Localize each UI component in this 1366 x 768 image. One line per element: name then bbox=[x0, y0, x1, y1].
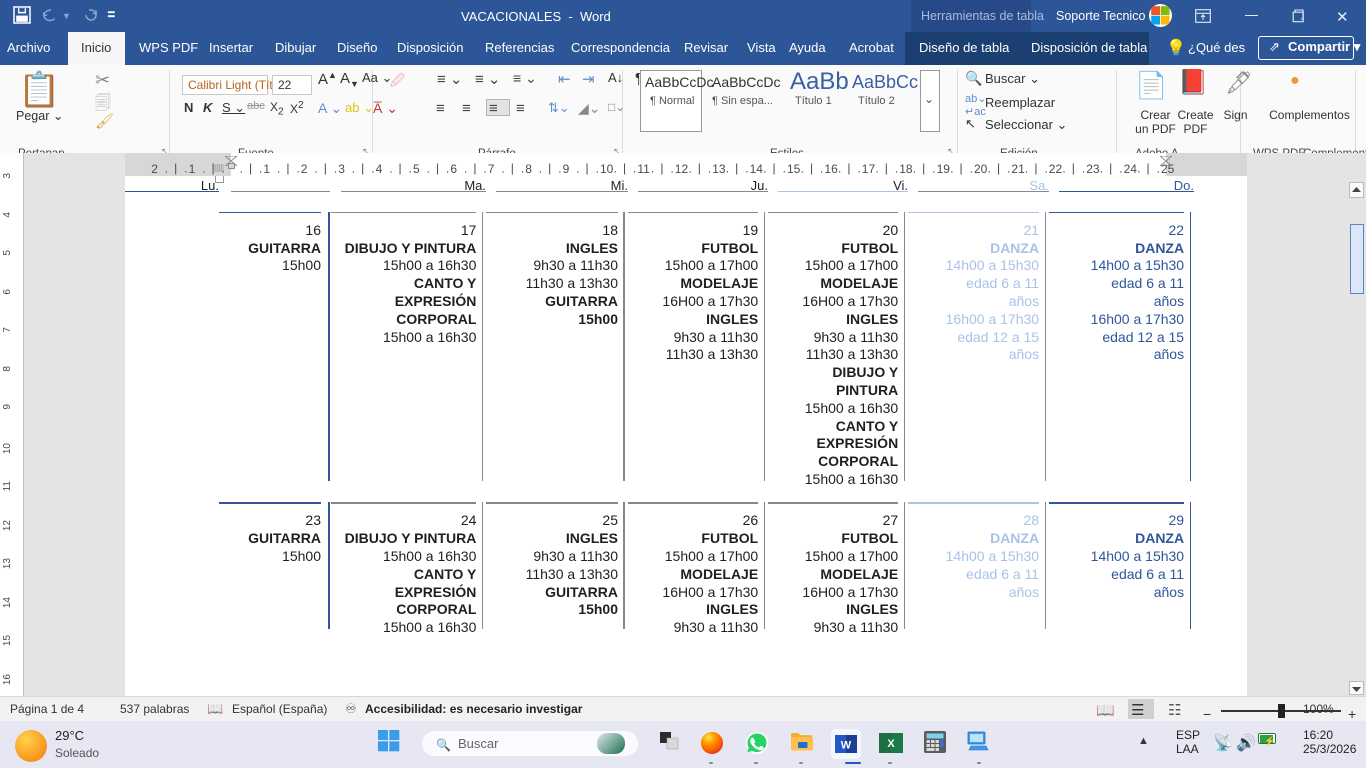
svg-text:X: X bbox=[887, 738, 895, 750]
svg-text:W: W bbox=[841, 740, 852, 752]
